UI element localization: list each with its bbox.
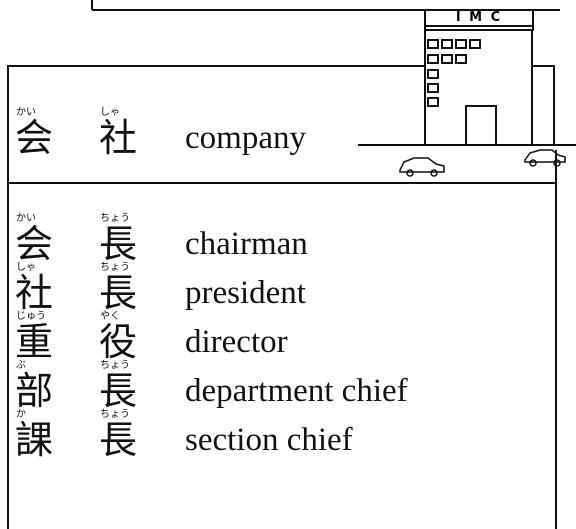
kanji: 社 bbox=[98, 116, 137, 160]
furigana: ちょう bbox=[100, 360, 130, 371]
furigana: ちょう bbox=[100, 213, 130, 224]
furigana: かい bbox=[16, 107, 36, 118]
english: company bbox=[185, 120, 306, 156]
kanji: 課 bbox=[14, 418, 53, 462]
kanji: 会 bbox=[14, 116, 53, 160]
kanji: 役 bbox=[98, 320, 137, 364]
furigana: かい bbox=[16, 213, 36, 224]
furigana: やく bbox=[100, 311, 120, 322]
english: department chief bbox=[185, 373, 408, 409]
english: director bbox=[185, 324, 288, 360]
furigana: か bbox=[16, 409, 26, 420]
kanji: 長 bbox=[98, 222, 137, 266]
furigana: ぶ bbox=[16, 360, 26, 371]
furigana: じゅう bbox=[16, 311, 46, 322]
sign: I M C bbox=[455, 10, 503, 25]
kanji: 社 bbox=[14, 271, 53, 315]
furigana: ちょう bbox=[100, 262, 130, 273]
kanji: 会 bbox=[14, 222, 53, 266]
furigana: しゃ bbox=[100, 107, 120, 118]
furigana: しゃ bbox=[16, 262, 36, 273]
english: president bbox=[185, 275, 306, 311]
kanji: 長 bbox=[98, 369, 137, 413]
english: chairman bbox=[185, 226, 308, 262]
box-border bbox=[7, 65, 425, 529]
kanji: 長 bbox=[98, 418, 137, 462]
english: section chief bbox=[185, 422, 353, 458]
kanji: 長 bbox=[98, 271, 137, 315]
kanji: 部 bbox=[14, 369, 53, 413]
furigana: ちょう bbox=[100, 409, 130, 420]
building bbox=[424, 9, 555, 146]
car bbox=[399, 149, 566, 177]
kanji: 重 bbox=[14, 320, 53, 364]
